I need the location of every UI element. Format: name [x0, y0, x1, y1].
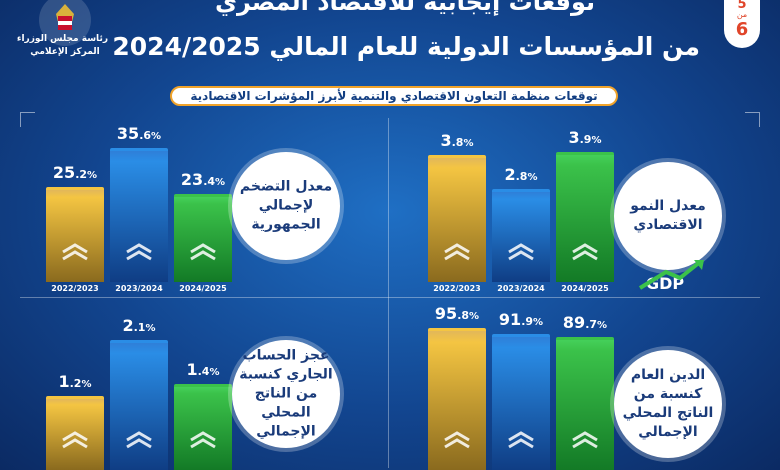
- chevron-up-icon: [190, 431, 216, 449]
- chevron-up-icon: [508, 431, 534, 449]
- indicator-title: عجز الحساب الجاري كنسبة من الناتج المحلي…: [239, 347, 333, 440]
- bar-2022-2023: [428, 328, 486, 470]
- value-label: 1.4%: [186, 360, 220, 379]
- cabinet-logo: رئاسة مجلس الوزراء المركز الإعلامي: [16, 0, 108, 62]
- chevron-up-icon: [126, 431, 152, 449]
- value-label: 35.6%: [116, 124, 162, 143]
- value-label: 2.8%: [504, 165, 538, 184]
- x-tick-label: 2024/2025: [561, 284, 609, 293]
- page-title-line1: توقعات إيجابية للاقتصاد المصري: [214, 0, 596, 16]
- value-label: 89.7%: [562, 313, 608, 332]
- subtitle-pill: توقعات منظمة التعاون الاقتصادي والتنمية …: [170, 86, 618, 106]
- badge-current: 5: [737, 0, 747, 12]
- grid-divider-horizontal: [20, 297, 760, 298]
- indicator-label-circle: الدين العام كنسبة من الناتج المحلي الإجم…: [614, 350, 722, 458]
- indicator-label-circle: معدل النمو الاقتصادي: [614, 162, 722, 270]
- logo-text-bottom: المركز الإعلامي: [30, 47, 100, 57]
- chevron-up-icon: [444, 243, 470, 261]
- value-label: 3.8%: [440, 131, 474, 150]
- panel-public-debt: 95.8% 91.9% 89.7% الدين العام كنسبة من النا…: [400, 300, 770, 470]
- x-tick-label: 2023/2024: [115, 284, 163, 293]
- frame-corner: [20, 112, 35, 127]
- value-label: 95.8%: [434, 304, 480, 323]
- indicator-label-circle: معدل التضخم لإجمالي الجمهورية: [232, 152, 340, 260]
- value-label: 1.2%: [58, 372, 92, 391]
- chevron-up-icon: [572, 243, 598, 261]
- chevron-up-icon: [62, 243, 88, 261]
- subtitle-text: توقعات منظمة التعاون الاقتصادي والتنمية …: [190, 89, 598, 103]
- x-tick-label: 2023/2024: [497, 284, 545, 293]
- indicator-title: الدين العام كنسبة من الناتج المحلي الإجم…: [622, 367, 714, 440]
- bar-2023-2024: [110, 148, 168, 282]
- bar-2023-2024: [110, 340, 168, 470]
- panel-inflation: 25.2% 2022/2023 35.6% 2023/2024 23.4% 2024/20…: [20, 112, 386, 293]
- panel-gdp-growth: 3.8% 2022/2023 2.8% 2023/2024 3.9% 2024/2025 م…: [400, 112, 770, 293]
- value-label: 91.9%: [498, 310, 544, 329]
- bar-2023-2024: [492, 189, 550, 282]
- bar-2024-2025: [174, 384, 232, 470]
- chevron-up-icon: [508, 243, 534, 261]
- chevron-up-icon: [444, 431, 470, 449]
- chevron-up-icon: [190, 243, 216, 261]
- bar-2024-2025: [174, 194, 232, 282]
- value-label: 25.2%: [52, 163, 98, 182]
- value-label: 3.9%: [568, 128, 602, 147]
- bar-2024-2025: [556, 152, 614, 282]
- indicator-label-circle: عجز الحساب الجاري كنسبة من الناتج المحلي…: [232, 340, 340, 448]
- x-tick-label: 2022/2023: [433, 284, 481, 293]
- frame-corner: [745, 112, 760, 127]
- x-tick-label: 2024/2025: [179, 284, 227, 293]
- page-counter-badge: 5 من 6: [724, 0, 760, 48]
- badge-total: 6: [735, 19, 749, 40]
- bar-2023-2024: [492, 334, 550, 470]
- chevron-up-icon: [126, 243, 152, 261]
- growth-arrow-icon: [638, 260, 704, 290]
- chevron-up-icon: [62, 431, 88, 449]
- indicator-title: معدل التضخم لإجمالي الجمهورية: [239, 178, 333, 233]
- bar-2024-2025: [556, 337, 614, 470]
- bar-2022-2023: [428, 155, 486, 282]
- chevron-up-icon: [572, 431, 598, 449]
- grid-divider-vertical: [388, 118, 389, 468]
- panel-current-account: 1.2% 2.1% 1.4% عجز الحساب الجاري كنسبة من ا…: [20, 300, 386, 470]
- value-label: 23.4%: [180, 170, 226, 189]
- x-tick-label: 2022/2023: [51, 284, 99, 293]
- value-label: 2.1%: [122, 316, 156, 335]
- indicator-title: معدل النمو الاقتصادي: [630, 198, 706, 233]
- logo-text-top: رئاسة مجلس الوزراء: [16, 34, 108, 44]
- bar-2022-2023: [46, 396, 104, 470]
- badge-of: من: [736, 10, 748, 19]
- bar-2022-2023: [46, 187, 104, 282]
- page-title-line2: من المؤسسات الدولية للعام المالي 2024/20…: [112, 32, 700, 61]
